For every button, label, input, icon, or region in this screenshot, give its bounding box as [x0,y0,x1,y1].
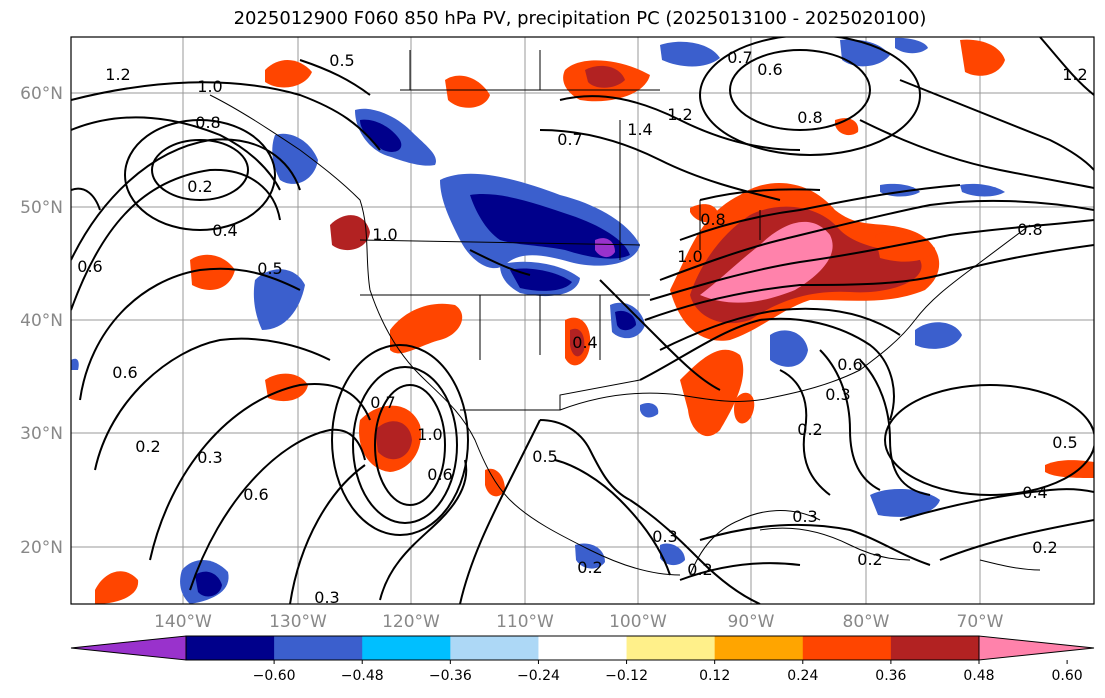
lon-tick-label: 70°W [957,612,1004,632]
contour-label: 1.2 [1062,65,1087,84]
lat-tick-label: 50°N [20,198,63,218]
pv-contours [71,37,1094,604]
contour-label: 0.3 [197,448,222,467]
lon-tick-label: 90°W [728,612,775,632]
colorbar-tick-label: −0.12 [605,668,648,684]
contour-label: 0.6 [427,465,452,484]
lon-tick-label: 120°W [382,612,440,632]
colorbar-swatch [802,636,892,660]
contour-label: 1.2 [105,65,130,84]
contour-label: 1.0 [677,247,702,266]
map-frame [70,36,1095,605]
colorbar-tick-label: 0.12 [699,668,730,684]
contour-label: 1.0 [417,425,442,444]
colorbar-tick-label: 0.24 [787,668,818,684]
contour-label: 0.7 [557,130,582,149]
contour-label: 0.8 [195,113,220,132]
colorbar-right-extension [978,635,1095,661]
colorbar-swatch [450,636,539,660]
map-title: 2025012900 F060 850 hPa PV, precipitatio… [233,8,927,29]
colorbar-tick-label: −0.60 [253,668,296,684]
contour-label: 0.7 [727,48,752,67]
colorbar-swatch [538,636,628,660]
contour-label: 1.0 [197,77,222,96]
colorbar-tick-label: −0.36 [429,668,472,684]
contour-label: 0.4 [572,333,597,352]
contour-label: 0.6 [77,257,102,276]
contour-label: 0.8 [797,108,822,127]
lat-tick-label: 20°N [20,538,63,558]
contour-label: 1.2 [667,105,692,124]
contour-label: 0.6 [757,60,782,79]
longitude-tick-labels: 140°W 130°W 120°W 110°W 100°W 90°W 80°W 70°W [154,612,1004,632]
contour-label: 0.5 [329,51,354,70]
colorbar-tick-label: 0.48 [963,668,994,684]
contour-label: 0.8 [1017,220,1042,239]
lon-tick-label: 80°W [843,612,890,632]
contour-label: 1.4 [627,120,652,139]
latitude-tick-labels: 60°N 50°N 40°N 30°N 20°N [20,84,63,558]
map-content [71,37,1094,604]
colorbar-swatch [362,636,451,660]
lon-tick-label: 110°W [496,612,554,632]
lat-tick-label: 40°N [20,311,63,331]
colorbar-tick-label: −0.24 [517,668,560,684]
contour-label: 1.0 [372,225,397,244]
contour-label: 0.2 [797,420,822,439]
contour-label: 0.7 [370,393,395,412]
contour-label: 0.5 [257,259,282,278]
contour-label: 0.5 [532,447,557,466]
contour-label: 0.2 [687,560,712,579]
colorbar: −0.60 −0.48 −0.36 −0.24 −0.12 0.12 0.24 0.36 0.4… [70,635,1095,684]
contour-label: 0.6 [243,485,268,504]
colorbar-tick-label: 0.60 [1052,668,1083,684]
colorbar-swatch [626,636,716,660]
contour-label: 0.2 [857,550,882,569]
contour-label: 0.2 [187,177,212,196]
lon-tick-label: 100°W [609,612,667,632]
colorbar-swatch [186,636,275,660]
lat-tick-label: 30°N [20,424,63,444]
colorbar-swatch [714,636,804,660]
contour-label: 0.8 [700,210,725,229]
colorbar-tick-label: 0.36 [875,668,906,684]
contour-label: 0.2 [1032,538,1057,557]
coastlines [209,50,1041,576]
colorbar-tick-label: −0.48 [341,668,384,684]
contour-label: 0.6 [112,363,137,382]
lat-tick-label: 60°N [20,84,63,104]
contour-label: 0.2 [577,558,602,577]
lon-tick-label: 140°W [154,612,212,632]
colorbar-left-extension [70,635,187,661]
contour-label: 0.3 [792,507,817,526]
lon-tick-label: 130°W [269,612,327,632]
colorbar-swatch [890,636,980,660]
contour-label: 0.3 [314,588,339,607]
contour-label: 0.3 [652,527,677,546]
contour-label: 0.3 [825,385,850,404]
colorbar-outline [185,635,980,661]
contour-label: 0.4 [1022,483,1047,502]
contour-label: 0.2 [135,437,160,456]
colorbar-swatch [274,636,363,660]
contour-label: 0.4 [212,221,237,240]
contour-label: 0.5 [1052,433,1077,452]
contour-labels: 1.21.00.80.50.20.40.6 0.50.60.30.20.60.31… [77,48,1087,607]
contour-label: 0.6 [837,355,862,374]
